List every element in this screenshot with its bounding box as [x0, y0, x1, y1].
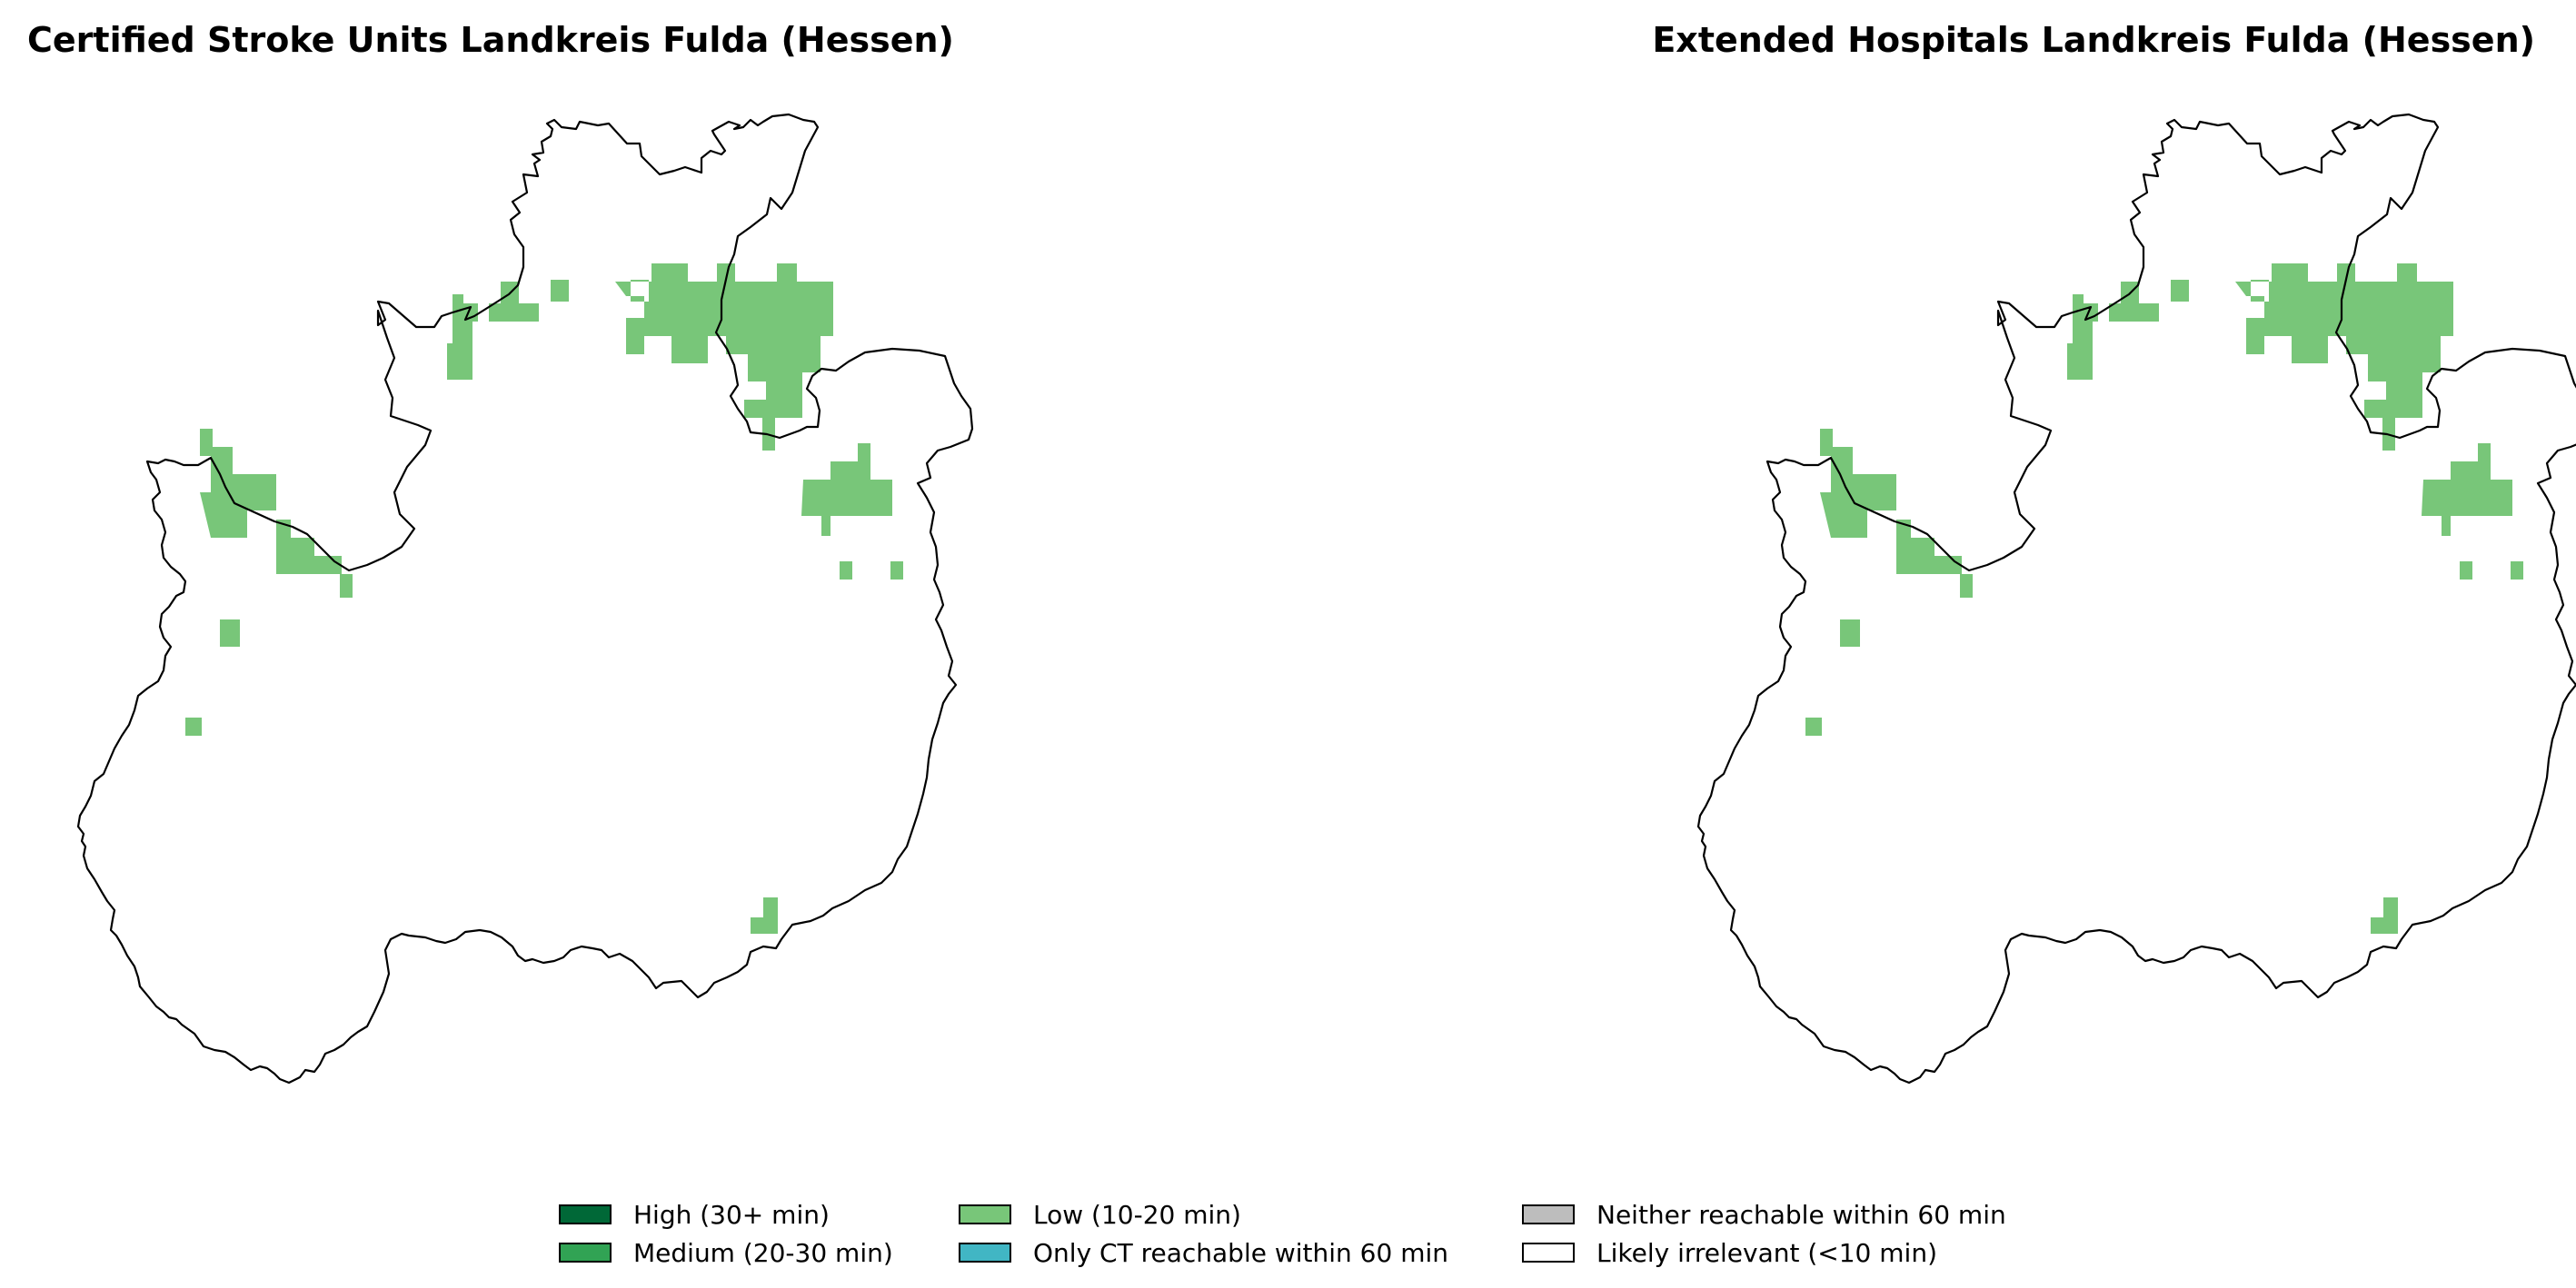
legend-swatch-low: [959, 1204, 1011, 1224]
legend-item-low: Low (10-20 min): [959, 1197, 1241, 1232]
legend-item-ct-only: Only CT reachable within 60 min: [959, 1235, 1448, 1270]
legend-item-irrelevant: Likely irrelevant (<10 min): [1522, 1235, 1937, 1270]
legend-label-ct-only: Only CT reachable within 60 min: [1033, 1237, 1449, 1268]
legend-label-high: High (30+ min): [633, 1199, 830, 1230]
map-title-certified: Certified Stroke Units Landkreis Fulda (…: [27, 20, 954, 60]
legend: High (30+ min) Medium (20-30 min) Low (1…: [559, 1197, 2104, 1279]
legend-item-high: High (30+ min): [559, 1197, 830, 1232]
legend-swatch-irrelevant: [1522, 1243, 1575, 1263]
map-title-extended: Extended Hospitals Landkreis Fulda (Hess…: [1652, 20, 2535, 60]
legend-item-medium: Medium (20-30 min): [559, 1235, 893, 1270]
district-map-certified: [76, 113, 974, 1085]
district-map-extended: [1696, 113, 2576, 1085]
legend-label-neither: Neither reachable within 60 min: [1596, 1199, 2006, 1230]
legend-swatch-medium: [559, 1243, 612, 1263]
legend-swatch-neither: [1522, 1204, 1575, 1224]
legend-swatch-high: [559, 1204, 612, 1224]
legend-label-medium: Medium (20-30 min): [633, 1237, 893, 1268]
legend-label-irrelevant: Likely irrelevant (<10 min): [1596, 1237, 1937, 1268]
legend-swatch-ct-only: [959, 1243, 1011, 1263]
legend-item-neither: Neither reachable within 60 min: [1522, 1197, 2006, 1232]
legend-label-low: Low (10-20 min): [1033, 1199, 1241, 1230]
